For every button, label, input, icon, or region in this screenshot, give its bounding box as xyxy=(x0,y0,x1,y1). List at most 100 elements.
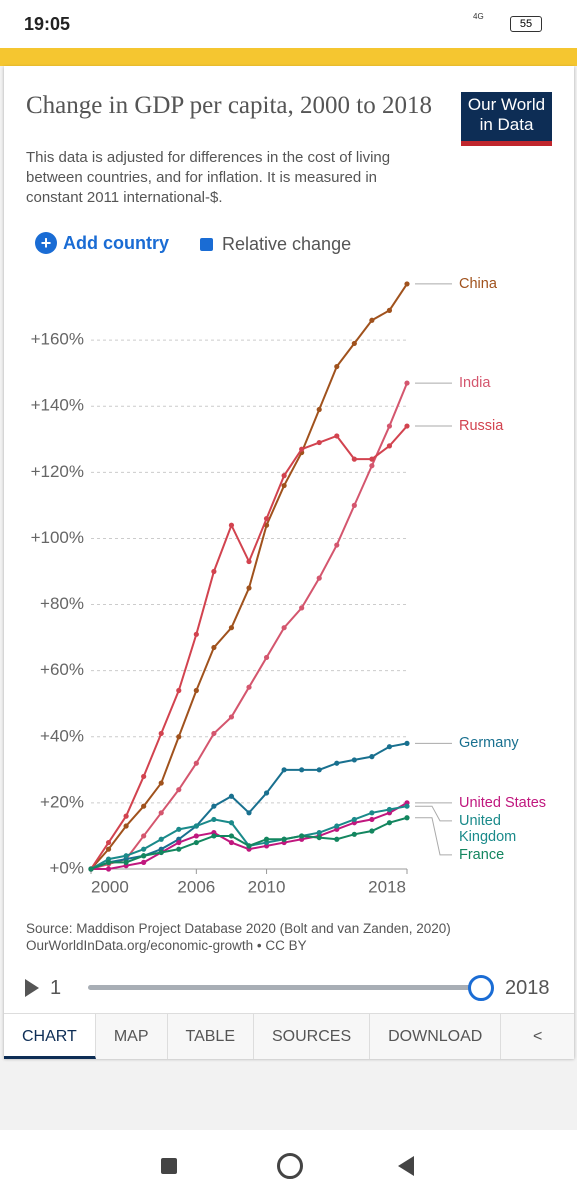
point xyxy=(404,380,410,386)
point xyxy=(158,810,164,816)
point xyxy=(141,773,147,780)
y-tick-label: +40% xyxy=(40,726,84,745)
point xyxy=(246,810,252,816)
x-tick-label: 2006 xyxy=(177,877,215,896)
relative-toggle[interactable]: Relative change xyxy=(200,234,351,255)
point xyxy=(281,482,287,489)
timeline-start: 1 xyxy=(50,977,62,999)
point xyxy=(158,849,164,856)
y-tick-label: +20% xyxy=(40,792,84,811)
point xyxy=(123,859,129,865)
point xyxy=(316,767,322,773)
point xyxy=(404,281,410,287)
network: 4G xyxy=(473,12,484,21)
share-button[interactable]: < xyxy=(533,1028,543,1045)
point xyxy=(386,443,393,449)
point xyxy=(193,833,199,839)
point xyxy=(246,843,252,849)
relative-label: Relative change xyxy=(222,234,352,254)
point xyxy=(211,833,217,839)
point xyxy=(105,839,112,846)
point xyxy=(246,684,252,690)
point xyxy=(334,823,340,829)
point xyxy=(386,820,393,826)
point xyxy=(246,585,252,591)
point xyxy=(369,816,375,823)
point xyxy=(316,439,322,446)
label-leader xyxy=(415,805,452,822)
card xyxy=(4,66,574,1058)
chart-title: Change in GDP per capita, 2000 to 2018 xyxy=(26,92,432,119)
point xyxy=(228,625,235,631)
point xyxy=(334,433,340,439)
point xyxy=(316,830,322,836)
point xyxy=(246,558,252,565)
y-tick-label: +160% xyxy=(31,330,84,349)
add-country[interactable]: + Add country xyxy=(35,232,169,254)
tab[interactable]: DOWNLOAD xyxy=(370,1014,502,1059)
point xyxy=(141,859,147,865)
point xyxy=(281,767,287,773)
add-country-label: Add country xyxy=(63,232,169,253)
point xyxy=(334,836,340,842)
point xyxy=(369,810,375,816)
point xyxy=(158,780,164,786)
point xyxy=(193,760,199,766)
home-button[interactable] xyxy=(277,1153,303,1179)
series-label: China xyxy=(459,275,497,292)
point xyxy=(88,866,94,872)
point xyxy=(123,823,129,829)
tab[interactable]: SOURCES xyxy=(254,1014,371,1059)
point xyxy=(316,575,322,581)
y-tick-label: +60% xyxy=(40,660,84,679)
series-label: United States xyxy=(459,794,547,811)
point xyxy=(299,605,305,611)
timeline-track xyxy=(88,985,480,990)
point xyxy=(228,833,235,839)
series-label: Russia xyxy=(459,418,504,435)
point xyxy=(281,473,287,479)
tab-bar: CHART MAP TABLE SOURCES DOWNLOAD < xyxy=(4,1013,574,1059)
point xyxy=(123,853,129,859)
point xyxy=(369,754,375,760)
tab[interactable]: MAP xyxy=(96,1014,168,1059)
logo[interactable]: Our World in Data xyxy=(461,92,552,146)
point xyxy=(193,839,199,846)
point xyxy=(158,836,164,842)
point xyxy=(316,834,322,841)
point xyxy=(105,846,112,852)
point xyxy=(386,423,393,429)
point xyxy=(176,839,182,846)
point xyxy=(176,734,182,740)
point xyxy=(141,833,147,839)
y-tick-label: +140% xyxy=(31,396,84,415)
point xyxy=(211,568,217,575)
point xyxy=(193,823,199,829)
timeline-thumb[interactable] xyxy=(468,975,494,1001)
timeline-end: 2018 xyxy=(505,977,550,999)
x-tick-label: 2000 xyxy=(91,877,129,896)
point xyxy=(263,654,270,661)
tab[interactable]: CHART xyxy=(4,1014,96,1059)
point xyxy=(228,522,235,528)
point xyxy=(141,853,147,859)
point xyxy=(228,793,235,799)
tab[interactable]: TABLE xyxy=(168,1014,254,1059)
play-button[interactable] xyxy=(25,979,39,997)
series-label: Germany xyxy=(459,735,519,752)
point xyxy=(369,317,375,323)
y-tick-label: +100% xyxy=(31,528,84,547)
point xyxy=(105,866,112,872)
back-button[interactable] xyxy=(398,1156,414,1176)
point xyxy=(176,846,182,852)
recent-button[interactable] xyxy=(161,1158,177,1174)
point xyxy=(404,803,410,809)
point xyxy=(211,816,217,823)
source: Source: Maddison Project Database 2020 (… xyxy=(26,920,451,954)
point xyxy=(369,828,375,834)
point xyxy=(351,757,357,763)
point xyxy=(176,787,182,793)
point xyxy=(228,839,235,846)
source-line: OurWorldInData.org/economic-growth • CC … xyxy=(26,938,307,953)
point xyxy=(334,542,340,548)
